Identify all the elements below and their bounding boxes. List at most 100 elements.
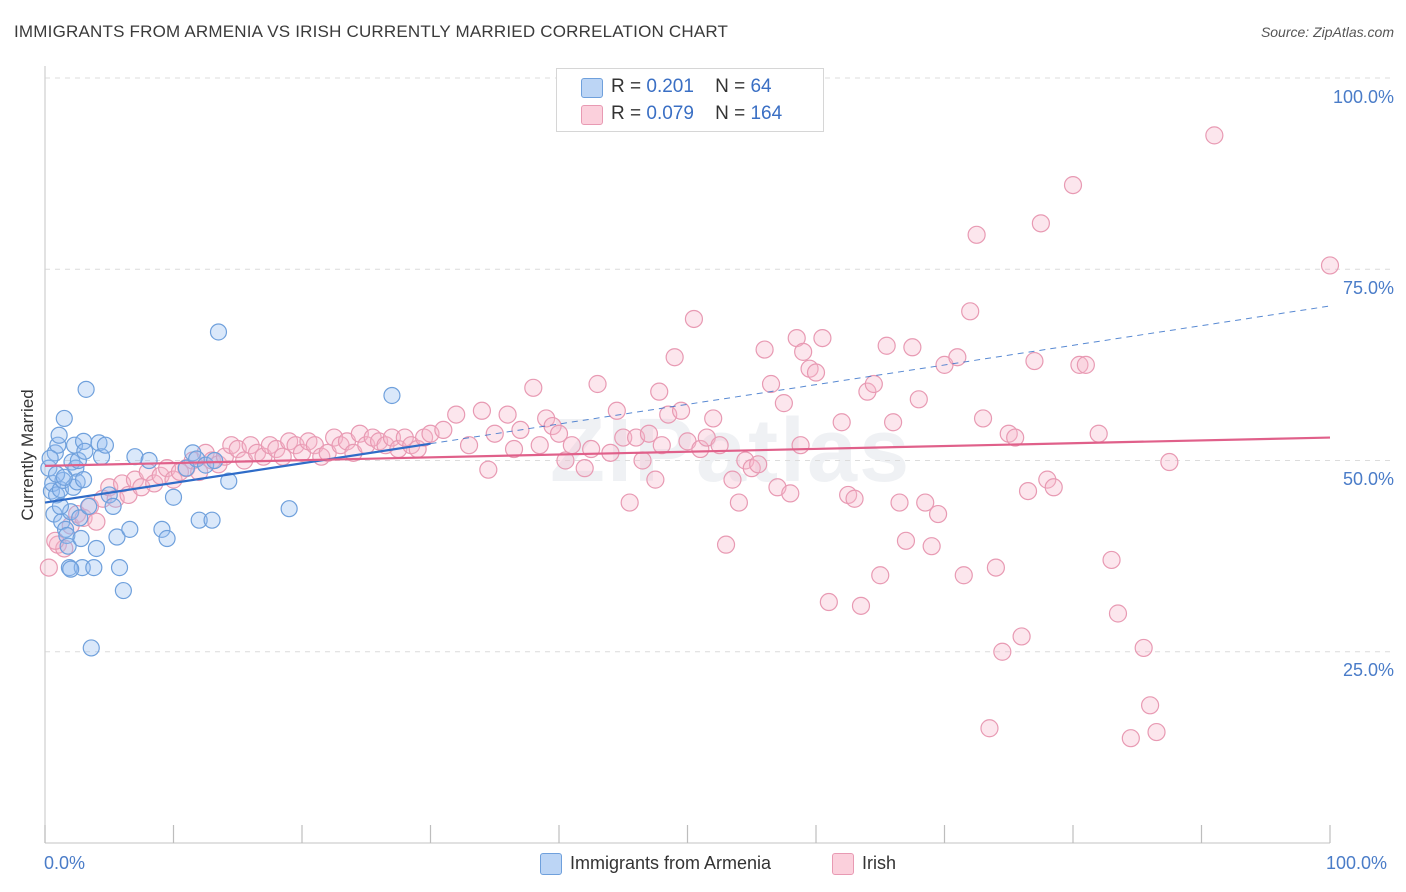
point-irish [948,348,967,367]
legend-n-value: 64 [750,76,772,97]
point-armenia [110,558,129,577]
point-armenia [71,509,89,527]
point-armenia [80,497,98,515]
point-irish [607,401,626,420]
point-irish [46,531,65,550]
legend-n-label: N = [715,103,746,124]
point-irish [877,336,896,355]
point-irish [1031,214,1050,233]
point-irish [1089,424,1108,443]
point-irish [1205,126,1224,145]
point-irish [903,338,922,357]
point-armenia [72,529,90,548]
point-irish [575,459,594,478]
point-armenia [96,436,114,454]
point-irish [864,374,883,394]
point-irish [961,302,980,321]
point-irish [504,439,524,459]
point-armenia [280,500,298,518]
point-irish [1134,638,1153,658]
point-irish [588,374,607,394]
point-armenia [56,520,75,538]
point-armenia [41,449,59,467]
point-irish [650,382,669,401]
point-irish [524,378,543,397]
point-irish [871,566,890,585]
point-armenia [76,442,94,460]
point-irish [1018,482,1038,501]
point-irish [1147,722,1166,742]
point-irish [845,489,864,508]
bottom-legend-swatch-pink [832,853,854,875]
legend-r-value: 0.201 [646,76,694,97]
point-armenia [87,539,106,558]
point-irish [791,436,810,455]
stats-legend: R = 0.201 N = 64 R = 0.079 N = 164 [556,68,824,132]
point-armenia [197,456,215,474]
point-irish [704,409,723,428]
point-irish [832,413,851,432]
point-armenia [121,520,139,538]
point-irish [459,436,479,455]
point-irish [1160,452,1179,472]
point-irish [639,424,659,443]
point-irish [723,470,742,489]
y-tick-75: 75.0% [1342,278,1394,298]
point-irish [1320,256,1340,275]
point-armenia [62,560,80,578]
point-irish [890,493,909,512]
point-irish [883,413,903,432]
point-irish [671,401,691,420]
point-armenia [220,472,238,490]
point-armenia [209,323,228,341]
legend-r-value: 0.079 [646,103,694,124]
point-irish [980,719,999,738]
point-irish [851,596,871,615]
point-irish [39,558,58,577]
point-irish [434,420,453,439]
point-irish [691,439,710,459]
trendline-armenia [44,442,431,504]
point-irish [665,348,684,367]
point-irish [1076,355,1095,374]
trendline-irish [44,436,1331,467]
point-armenia [50,426,68,444]
legend-n-value: 164 [750,103,783,124]
point-armenia [164,488,183,506]
point-armenia [140,451,158,470]
point-irish [916,493,935,512]
legend-n-label: N = [715,76,746,97]
point-irish [87,512,106,531]
point-armenia [85,558,103,577]
point-irish [806,363,826,382]
point-irish [549,424,569,443]
point-irish [652,436,671,455]
x-tick-0: 0.0% [44,853,86,873]
point-armenia [51,497,70,515]
point-irish [646,470,665,489]
chart-title: IMMIGRANTS FROM ARMENIA VS IRISH CURRENT… [14,22,729,41]
legend-r-label: R = [611,76,642,97]
point-irish [684,309,704,329]
point-irish [1102,550,1121,570]
point-irish [614,428,633,447]
point-irish [479,460,498,479]
point-irish [1012,627,1031,646]
point-irish [794,342,813,361]
point-irish [986,558,1006,577]
point-irish [967,225,986,244]
point-irish [1108,604,1128,623]
bottom-legend-swatch-blue [540,853,562,875]
point-irish [498,405,517,424]
point-armenia [82,639,100,657]
point-irish [928,504,948,524]
point-irish [749,455,768,474]
point-irish [755,340,774,359]
point-irish [530,436,549,455]
point-irish [813,329,832,348]
point-armenia [203,511,221,529]
point-irish [954,566,973,585]
point-armenia [190,511,208,529]
point-irish [909,390,928,409]
